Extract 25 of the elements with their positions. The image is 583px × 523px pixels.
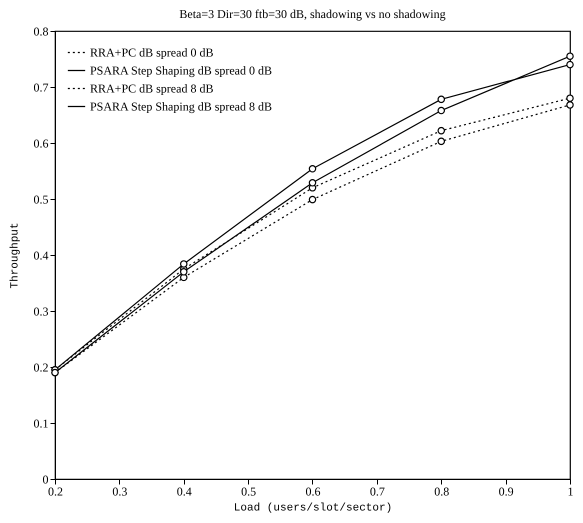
x-tick-label: 0.3 [112, 484, 128, 498]
y-tick-label: 0.3 [34, 304, 48, 318]
x-tick-label: 0.6 [306, 484, 320, 498]
x-tick-label: 0.9 [498, 484, 514, 498]
x-axis-title: Load (users/slot/sector) [234, 502, 392, 514]
x-tick-label: 0.2 [48, 484, 63, 498]
legend-label: RRA+PC dB spread 0 dB [90, 46, 214, 60]
y-tick-label: 0.6 [34, 136, 48, 150]
y-tick-label: 0.8 [34, 24, 48, 38]
y-tick-label: 0.1 [34, 416, 48, 430]
legend-label: PSARA Step Shaping dB spread 8 dB [90, 100, 272, 114]
y-tick-label: 0.2 [34, 360, 48, 374]
y-axis-title: Throughput [10, 222, 22, 289]
x-tick-label: 0.4 [176, 484, 192, 498]
x-tick-label: 0.7 [370, 484, 385, 498]
x-tick-label: 0.5 [241, 484, 256, 498]
y-tick-label: 0 [42, 472, 48, 486]
legend-label: PSARA Step Shaping dB spread 0 dB [90, 64, 272, 78]
y-tick-label: 0.5 [34, 192, 48, 206]
y-tick-label: 0.4 [34, 248, 48, 262]
y-tick-label: 0.7 [34, 80, 48, 94]
x-tick-label: 1 [568, 484, 574, 498]
chart-title: Beta=3 Dir=30 ftb=30 dB, shadowing vs no shadowing [179, 7, 446, 21]
x-tick-label: 0.8 [434, 484, 450, 498]
legend-label: RRA+PC dB spread 8 dB [90, 82, 214, 96]
